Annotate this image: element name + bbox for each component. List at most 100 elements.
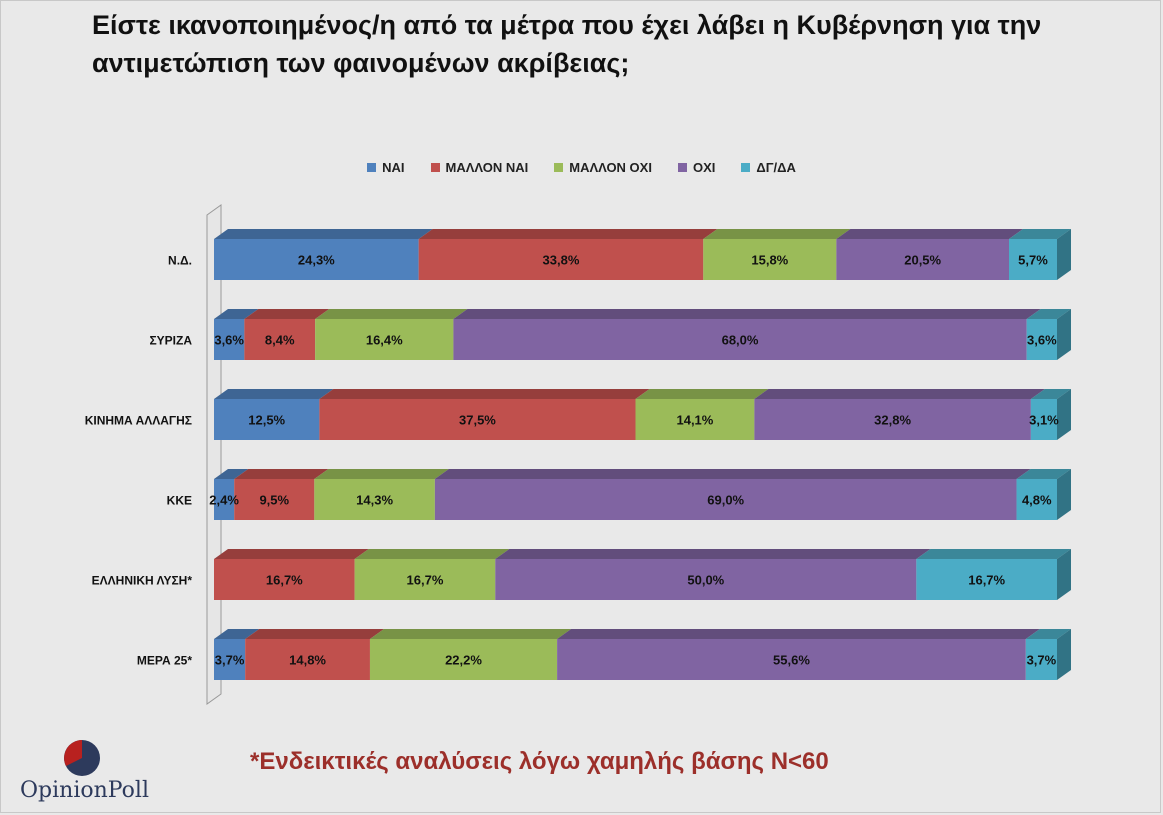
bar-segment <box>703 239 837 280</box>
bar-top-face <box>434 469 1031 479</box>
bar-top-face <box>754 389 1045 399</box>
category-label: ΕΛΛΗΝΙΚΗ ΛΥΣΗ* <box>92 574 193 588</box>
data-label: 37,5% <box>459 413 496 428</box>
bar-segment <box>1025 639 1057 680</box>
bar-segment <box>916 559 1057 600</box>
data-label: 12,5% <box>248 413 285 428</box>
bar-segment <box>1016 479 1057 520</box>
data-label: 15,8% <box>751 253 788 268</box>
bar-segment <box>754 399 1031 440</box>
data-label: 8,4% <box>265 333 295 348</box>
data-label: 68,0% <box>722 333 759 348</box>
chart-title: Είστε ικανοποιημένος/η από τα μέτρα που … <box>92 10 1042 78</box>
data-label: 14,1% <box>676 413 713 428</box>
bar-segment <box>234 479 315 520</box>
pie-logo-icon <box>64 740 100 776</box>
bar-top-face <box>214 389 334 399</box>
data-label: 55,6% <box>773 653 810 668</box>
bar-top-face <box>214 549 369 559</box>
data-label: 69,0% <box>707 493 744 508</box>
bar-segment <box>315 319 454 360</box>
data-label: 32,8% <box>874 413 911 428</box>
bar-top-face <box>214 229 433 239</box>
data-label: 16,7% <box>407 573 444 588</box>
legend-item: ΜΑΛΛΟΝ ΝΑΙ <box>430 160 528 175</box>
bar-top-face <box>214 309 259 319</box>
data-label: 3,7% <box>215 653 245 668</box>
bar-top-face <box>244 309 330 319</box>
bar-top-face <box>495 549 931 559</box>
logo-text: OpinionPoll <box>20 778 150 803</box>
data-label: 16,4% <box>366 333 403 348</box>
opinionpoll-logo: OpinionPoll <box>20 738 160 808</box>
bar-segment <box>214 319 245 360</box>
bar-side-face <box>1057 469 1071 520</box>
legend-label: ΝΑΙ <box>382 160 405 175</box>
data-label: 5,7% <box>1018 253 1048 268</box>
bar-top-face <box>1016 469 1071 479</box>
legend-item: ΔΓ/ΔΑ <box>741 160 796 175</box>
bar-segment <box>495 559 917 600</box>
data-label: 16,7% <box>266 573 303 588</box>
bar-top-face <box>1025 629 1071 639</box>
footnote: *Ενδεικτικές αναλύσεις λόγω χαμηλής βάση… <box>250 748 829 775</box>
category-label: ΚΙΝΗΜΑ ΑΛΛΑΓΗΣ <box>85 414 192 428</box>
bar-top-face <box>557 629 1040 639</box>
bar-top-face <box>1026 309 1071 319</box>
legend-swatch <box>367 163 377 172</box>
bar-segment <box>214 239 419 280</box>
legend-label: ΔΓ/ΔΑ <box>756 160 796 175</box>
bar-top-face <box>418 229 718 239</box>
legend-label: ΜΑΛΛΟΝ ΟΧΙ <box>569 160 652 175</box>
legend-swatch <box>554 163 564 172</box>
bar-segment <box>214 399 320 440</box>
bar-segment <box>434 479 1017 520</box>
bar-segment <box>453 319 1027 360</box>
data-label: 4,8% <box>1022 493 1052 508</box>
bar-side-face <box>1057 229 1071 280</box>
bar-top-face <box>319 389 650 399</box>
legend-item: ΝΑΙ <box>367 160 405 175</box>
data-label: 3,7% <box>1027 653 1057 668</box>
bar-segment <box>214 639 246 680</box>
data-label: 3,6% <box>214 333 244 348</box>
bar-top-face <box>315 309 468 319</box>
category-label: Ν.Δ. <box>168 254 192 268</box>
data-label: 33,8% <box>543 253 580 268</box>
bar-segment <box>1030 399 1057 440</box>
legend-swatch <box>430 163 440 172</box>
bar-segment <box>1008 239 1057 280</box>
chart-legend: ΝΑΙ ΜΑΛΛΟΝ ΝΑΙ ΜΑΛΛΟΝ ΟΧΙ ΟΧΙ ΔΓ/ΔΑ <box>0 160 1163 175</box>
bar-segment <box>635 399 755 440</box>
bar-top-face <box>234 469 329 479</box>
legend-item: ΟΧΙ <box>677 160 715 175</box>
bar-segment <box>1026 319 1057 360</box>
bar-side-face <box>1057 549 1071 600</box>
data-label: 20,5% <box>904 253 941 268</box>
bar-segment <box>244 319 316 360</box>
category-label: ΜΕΡΑ 25* <box>137 654 192 668</box>
bar-top-face <box>453 309 1041 319</box>
bar-segment <box>214 559 355 600</box>
bar-segment <box>557 639 1026 680</box>
bar-top-face <box>635 389 769 399</box>
bar-segment <box>418 239 704 280</box>
bar-segment <box>319 399 636 440</box>
legend-swatch <box>741 163 751 172</box>
bar-top-face <box>1030 389 1071 399</box>
data-label: 22,2% <box>445 653 482 668</box>
data-label: 50,0% <box>687 573 724 588</box>
bar-top-face <box>245 629 384 639</box>
data-label: 16,7% <box>968 573 1005 588</box>
data-label: 2,4% <box>209 493 239 508</box>
bar-side-face <box>1057 309 1071 360</box>
legend-item: ΜΑΛΛΟΝ ΟΧΙ <box>554 160 652 175</box>
bar-top-face <box>354 549 510 559</box>
bar-segment <box>214 479 235 520</box>
bar-top-face <box>214 629 260 639</box>
bar-side-face <box>1057 389 1071 440</box>
bar-segment <box>369 639 558 680</box>
bar-top-face <box>314 469 449 479</box>
